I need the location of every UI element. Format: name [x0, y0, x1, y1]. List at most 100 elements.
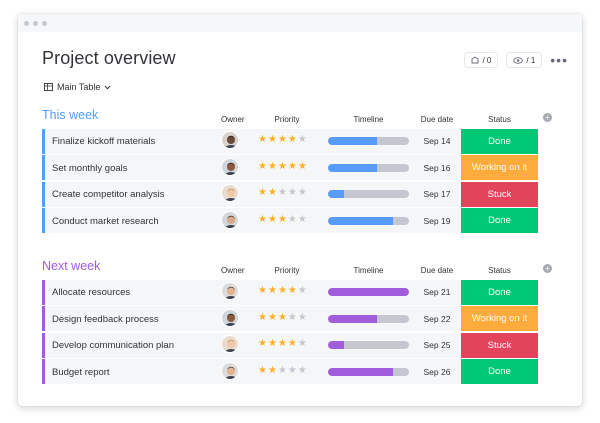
- status-badge[interactable]: Working on it: [461, 306, 538, 331]
- table-row[interactable]: Finalize kickoff materials ★★★★★ Sep 14 Don…: [42, 128, 562, 155]
- due-date[interactable]: Sep 22: [423, 313, 451, 324]
- column-header-priority[interactable]: Priority: [274, 266, 300, 275]
- column-header-due[interactable]: Due date: [420, 266, 454, 275]
- owner-avatar[interactable]: [221, 184, 239, 202]
- star-icon[interactable]: ★: [277, 213, 288, 225]
- status-badge[interactable]: Stuck: [461, 181, 538, 207]
- owner-avatar[interactable]: [221, 335, 239, 353]
- timeline-bar[interactable]: [328, 190, 409, 198]
- status-badge[interactable]: Stuck: [461, 332, 538, 358]
- due-date[interactable]: Sep 21: [423, 287, 451, 297]
- star-icon[interactable]: ★: [287, 285, 298, 296]
- due-date[interactable]: Sep 17: [423, 189, 451, 199]
- task-name[interactable]: Create competitor analysis: [52, 189, 165, 200]
- star-icon[interactable]: ★: [277, 311, 288, 323]
- star-icon[interactable]: ★: [258, 213, 268, 225]
- timeline-bar[interactable]: [328, 288, 409, 296]
- group-title[interactable]: Next week: [42, 259, 101, 273]
- owner-avatar[interactable]: [221, 157, 239, 176]
- priority-rating[interactable]: ★★★★★: [258, 338, 308, 349]
- status-badge[interactable]: Working on it: [461, 155, 538, 180]
- star-icon[interactable]: ★: [277, 285, 288, 296]
- star-icon[interactable]: ★: [267, 160, 278, 172]
- due-date[interactable]: Sep 14: [423, 136, 451, 146]
- task-name[interactable]: Budget report: [52, 366, 110, 378]
- priority-rating[interactable]: ★★★★★: [258, 161, 308, 172]
- table-row[interactable]: Create competitor analysis ★★★★★ Sep 17 Stu…: [42, 181, 562, 208]
- task-name[interactable]: Develop communication plan: [52, 340, 174, 351]
- status-badge[interactable]: Done: [461, 128, 538, 154]
- star-icon[interactable]: ★: [297, 160, 308, 172]
- star-icon[interactable]: ★: [277, 134, 288, 145]
- more-options-button[interactable]: •••: [550, 52, 568, 68]
- owner-avatar[interactable]: [221, 131, 239, 149]
- star-icon[interactable]: ★: [287, 160, 298, 172]
- table-row[interactable]: Conduct market research ★★★★★ Sep 19 Done: [42, 208, 562, 235]
- star-icon[interactable]: ★: [258, 285, 268, 296]
- priority-rating[interactable]: ★★★★★: [258, 214, 308, 225]
- star-icon[interactable]: ★: [267, 134, 278, 145]
- timeline-bar[interactable]: [328, 341, 409, 349]
- updates-button[interactable]: / 0: [464, 52, 499, 68]
- owner-avatar[interactable]: [221, 308, 239, 327]
- timeline-bar[interactable]: [328, 163, 409, 172]
- star-icon[interactable]: ★: [287, 364, 298, 376]
- star-icon[interactable]: ★: [267, 364, 278, 376]
- star-icon[interactable]: ★: [287, 187, 298, 198]
- star-icon[interactable]: ★: [297, 311, 308, 323]
- table-row[interactable]: Set monthly goals ★★★★★ Sep 16 Working on i…: [42, 155, 562, 182]
- star-icon[interactable]: ★: [258, 311, 268, 323]
- table-row[interactable]: Allocate resources ★★★★★ Sep 21 Done: [42, 279, 562, 306]
- star-icon[interactable]: ★: [297, 364, 308, 376]
- star-icon[interactable]: ★: [258, 160, 268, 172]
- star-icon[interactable]: ★: [277, 338, 288, 349]
- column-header-priority[interactable]: Priority: [274, 115, 300, 124]
- star-icon[interactable]: ★: [267, 213, 278, 225]
- star-icon[interactable]: ★: [297, 338, 308, 349]
- priority-rating[interactable]: ★★★★★: [258, 312, 308, 323]
- timeline-bar[interactable]: [328, 216, 409, 225]
- star-icon[interactable]: ★: [277, 364, 288, 376]
- column-header-due[interactable]: Due date: [420, 115, 454, 124]
- star-icon[interactable]: ★: [267, 187, 278, 198]
- star-icon[interactable]: ★: [297, 187, 308, 198]
- owner-avatar[interactable]: [221, 361, 239, 380]
- star-icon[interactable]: ★: [297, 285, 308, 296]
- task-name[interactable]: Conduct market research: [52, 215, 159, 227]
- star-icon[interactable]: ★: [267, 311, 278, 323]
- status-badge[interactable]: Done: [461, 359, 538, 384]
- owner-avatar[interactable]: [221, 282, 239, 300]
- star-icon[interactable]: ★: [258, 338, 268, 349]
- star-icon[interactable]: ★: [277, 187, 288, 198]
- add-column-icon[interactable]: +: [543, 113, 552, 122]
- star-icon[interactable]: ★: [267, 285, 278, 296]
- column-header-timeline[interactable]: Timeline: [353, 266, 384, 275]
- table-row[interactable]: Develop communication plan ★★★★★ Sep 25 Stu…: [42, 332, 562, 359]
- priority-rating[interactable]: ★★★★★: [258, 285, 308, 296]
- star-icon[interactable]: ★: [287, 134, 298, 145]
- column-header-status[interactable]: Status: [488, 266, 511, 275]
- star-icon[interactable]: ★: [258, 364, 268, 376]
- star-icon[interactable]: ★: [287, 338, 298, 349]
- star-icon[interactable]: ★: [297, 213, 308, 225]
- star-icon[interactable]: ★: [258, 134, 268, 145]
- column-header-owner[interactable]: Owner: [221, 266, 245, 275]
- group-title[interactable]: This week: [42, 108, 99, 122]
- star-icon[interactable]: ★: [267, 338, 278, 349]
- status-badge[interactable]: Done: [461, 279, 538, 305]
- star-icon[interactable]: ★: [287, 213, 298, 225]
- task-name[interactable]: Allocate resources: [52, 287, 131, 298]
- timeline-bar[interactable]: [328, 367, 409, 376]
- table-row[interactable]: Budget report ★★★★★ Sep 26 Done: [42, 359, 562, 386]
- star-icon[interactable]: ★: [287, 311, 298, 323]
- add-column-icon[interactable]: +: [543, 264, 552, 273]
- priority-rating[interactable]: ★★★★★: [258, 134, 308, 145]
- task-name[interactable]: Design feedback process: [52, 313, 159, 325]
- priority-rating[interactable]: ★★★★★: [258, 365, 308, 376]
- status-badge[interactable]: Done: [461, 208, 538, 233]
- owner-avatar[interactable]: [221, 210, 239, 229]
- task-name[interactable]: Finalize kickoff materials: [52, 136, 156, 147]
- timeline-bar[interactable]: [328, 137, 409, 145]
- due-date[interactable]: Sep 16: [423, 162, 451, 173]
- column-header-status[interactable]: Status: [488, 115, 511, 124]
